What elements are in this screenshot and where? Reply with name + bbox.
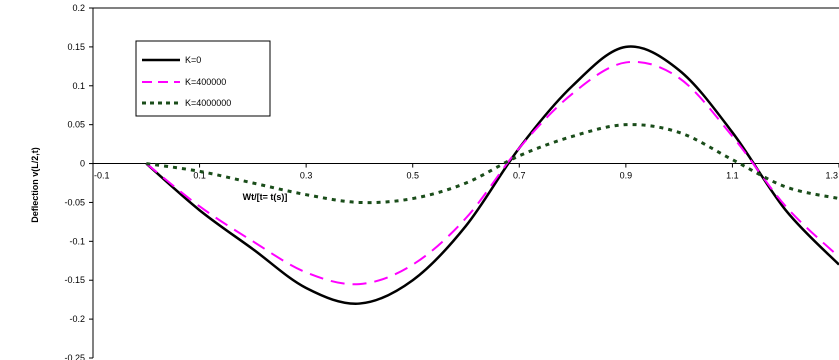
x-tick-label: 0.3 (300, 171, 313, 181)
x-tick-label: 0.9 (620, 171, 633, 181)
legend-label-k4000000: K=4000000 (185, 98, 231, 108)
x-tick-label: 0.5 (406, 171, 419, 181)
y-axis-title: Deflection v(L/2,t) (30, 147, 40, 223)
y-tick-label: -0.2 (69, 314, 85, 324)
y-tick-label: 0.2 (72, 3, 85, 13)
y-tick-label: 0.1 (72, 81, 85, 91)
legend-label-k0: K=0 (185, 55, 201, 65)
legend: K=0 K=400000 K=4000000 (135, 40, 271, 117)
x-tick-label: 0.1 (193, 171, 206, 181)
x-axis-title: Wt/[t= t(s)] (243, 192, 288, 202)
axes-layer: 0.2 0.15 0.1 0.05 0 -0.05 -0.1 -0.15 -0.2 -0.25 -0… (64, 3, 839, 360)
series-line-3 (146, 123, 839, 205)
x-tick-label: 1.3 (825, 171, 838, 181)
y-tick-label: 0 (80, 159, 85, 169)
x-tick-label: -0.1 (94, 171, 110, 181)
x-tick-label: 0.7 (513, 171, 526, 181)
y-tick-label: -0.05 (64, 197, 85, 207)
y-tick-label: 0.05 (67, 120, 85, 130)
series-layer (145, 45, 839, 305)
series-line-1 (145, 45, 839, 305)
x-tick-label: 1.1 (726, 171, 739, 181)
legend-label-k400000: K=400000 (185, 77, 226, 87)
y-tick-label: -0.15 (64, 275, 85, 285)
y-tick-label: -0.1 (69, 236, 85, 246)
y-tick-label: 0.15 (67, 42, 85, 52)
y-tick-label: -0.25 (64, 353, 85, 360)
series-line-2 (145, 60, 839, 286)
